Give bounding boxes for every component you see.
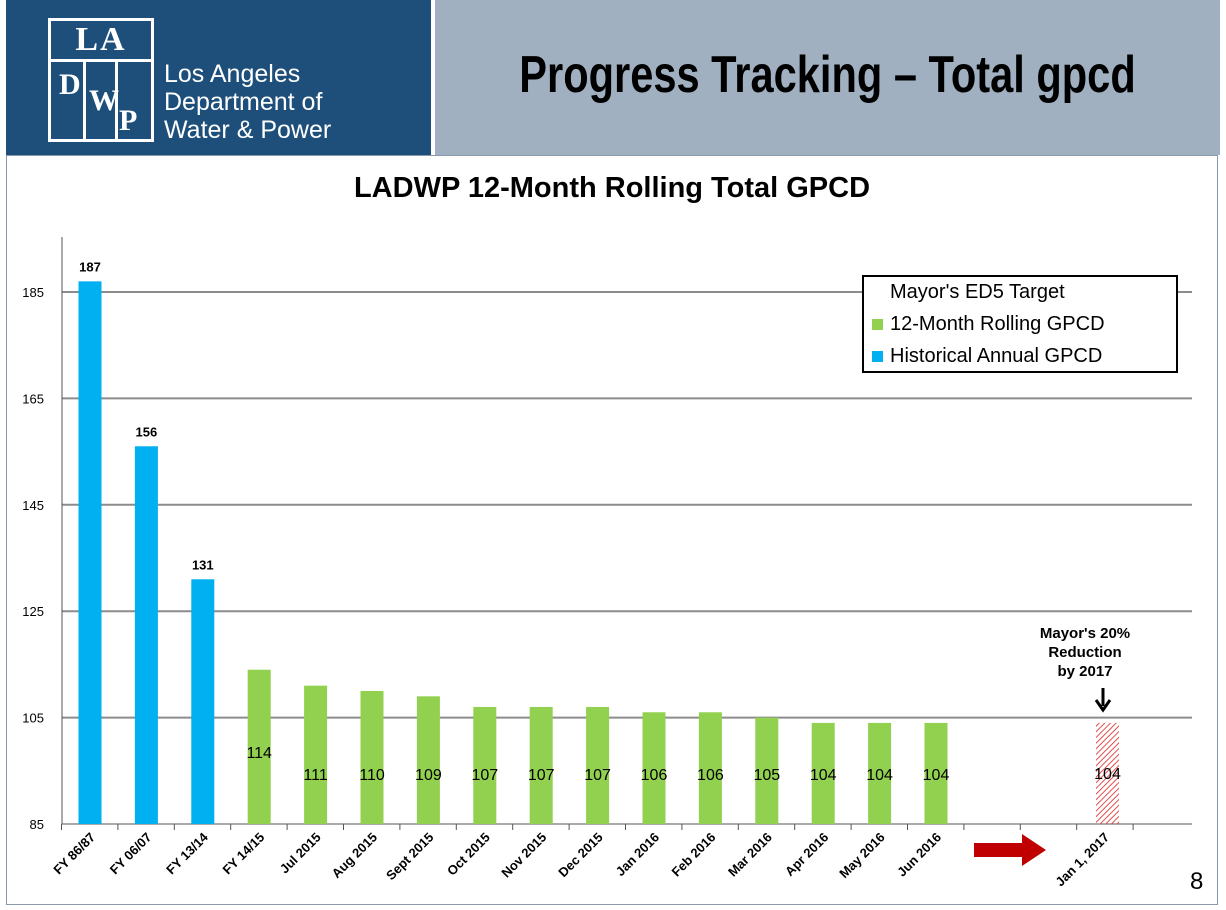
bar-historical (134, 446, 158, 824)
data-label: 104 (1094, 766, 1121, 783)
bar-target (1096, 722, 1119, 824)
bar-rolling (416, 696, 440, 824)
chart-title: LADWP 12-Month Rolling Total GPCD (353, 172, 871, 204)
legend-swatch-historical (872, 351, 883, 363)
x-tick-label: Oct 2015 (444, 830, 493, 879)
legend-item-rolling: 12-Month Rolling GPCD (872, 313, 1105, 336)
logo-d-letter: D (59, 68, 81, 101)
ladwp-logo: LA D W P (48, 18, 154, 142)
bar-rolling (529, 706, 553, 824)
x-tick-label: Nov 2015 (498, 830, 549, 881)
header-title-panel (435, 0, 1220, 155)
data-label: 104 (866, 767, 893, 784)
bar-rolling (868, 722, 892, 824)
data-label: 156 (136, 424, 158, 439)
data-label: 104 (810, 767, 837, 784)
data-label: 114 (246, 745, 272, 762)
chart-frame (6, 155, 1218, 905)
bar-rolling (304, 685, 328, 824)
y-tick-label: 125 (22, 604, 44, 619)
chart-legend: Mayor's ED5 Target 12-Month Rolling GPCD… (862, 275, 1178, 373)
x-tick-label: Aug 2015 (329, 830, 380, 881)
bar-rolling (811, 722, 835, 824)
x-tick-label: FY 14/15 (220, 830, 268, 878)
legend-swatch-rolling (872, 319, 883, 331)
data-label: 111 (303, 767, 327, 784)
bar-rolling (360, 691, 384, 824)
bar-rolling (642, 712, 666, 824)
data-label: 187 (79, 259, 101, 274)
logo-p-letter: P (119, 104, 138, 137)
page-title: Progress Tracking – Total gpcd (519, 46, 1136, 104)
x-tick-label: Sept 2015 (383, 830, 437, 884)
data-label: 131 (192, 557, 214, 572)
bar-historical (191, 579, 215, 824)
org-line-1: Los Angeles (164, 60, 301, 88)
legend-item-historical: Historical Annual GPCD (872, 345, 1102, 368)
bar-rolling (755, 717, 779, 824)
data-label: 106 (697, 767, 724, 784)
logo-w-letter: W (89, 84, 119, 117)
data-label: 107 (584, 767, 611, 784)
x-tick-label: Jan 2016 (613, 830, 662, 879)
y-tick-label: 185 (22, 285, 44, 300)
data-label: 109 (415, 767, 442, 784)
data-label: 106 (641, 767, 668, 784)
logo-la-text: LA (51, 21, 151, 62)
y-tick-label: 165 (22, 391, 44, 406)
page-number: 8 (1190, 868, 1204, 895)
x-tick-label: Feb 2016 (669, 830, 719, 880)
x-tick-label: Dec 2015 (555, 830, 605, 880)
bar-historical (78, 281, 102, 824)
annotation-line-3: by 2017 (1057, 663, 1113, 680)
y-tick-label: 145 (22, 498, 44, 513)
data-label: 104 (923, 767, 950, 784)
x-tick-label: Jan 1, 2017 (1052, 830, 1112, 890)
annotation-line-2: Reduction (1048, 644, 1122, 661)
data-label: 107 (528, 767, 555, 784)
bar-rolling (698, 712, 722, 824)
y-tick-label: 105 (22, 711, 44, 726)
x-tick-label: FY 06/07 (107, 830, 155, 878)
legend-label-target: Mayor's ED5 Target (890, 281, 1065, 303)
logo-dwp-mark: D W P (51, 62, 151, 142)
target-annotation: Mayor's 20% Reduction by 2017 (1030, 624, 1140, 681)
x-tick-label: Mar 2016 (725, 830, 775, 880)
data-label: 105 (753, 767, 780, 784)
x-tick-label: Jun 2016 (894, 830, 944, 880)
annotation-line-1: Mayor's 20% (1039, 625, 1131, 642)
x-tick-label: FY 13/14 (163, 829, 211, 877)
org-line-2: Department of (164, 88, 323, 116)
legend-label-rolling: 12-Month Rolling GPCD (890, 313, 1105, 335)
legend-item-target: Mayor's ED5 Target (890, 281, 1065, 304)
org-line-3: Water & Power (164, 116, 332, 144)
x-tick-label: Apr 2016 (782, 830, 831, 879)
data-label: 110 (359, 767, 385, 784)
arrow-down-icon (1094, 688, 1112, 713)
legend-label-historical: Historical Annual GPCD (890, 345, 1103, 367)
y-tick-label: 85 (30, 817, 44, 832)
header-logo-panel: LA D W P Los Angeles Department of Water… (6, 0, 431, 155)
x-tick-label: May 2016 (836, 830, 887, 881)
bar-rolling (247, 669, 271, 824)
arrow-right-icon (974, 834, 1046, 866)
bar-rolling (586, 706, 610, 824)
bar-rolling (473, 706, 497, 824)
x-tick-label: Jul 2015 (277, 830, 324, 877)
bar-rolling (924, 722, 948, 824)
data-label: 107 (471, 767, 498, 784)
organization-name: Los Angeles Department of Water & Power (164, 60, 331, 144)
x-tick-label: FY 86/87 (50, 830, 98, 878)
